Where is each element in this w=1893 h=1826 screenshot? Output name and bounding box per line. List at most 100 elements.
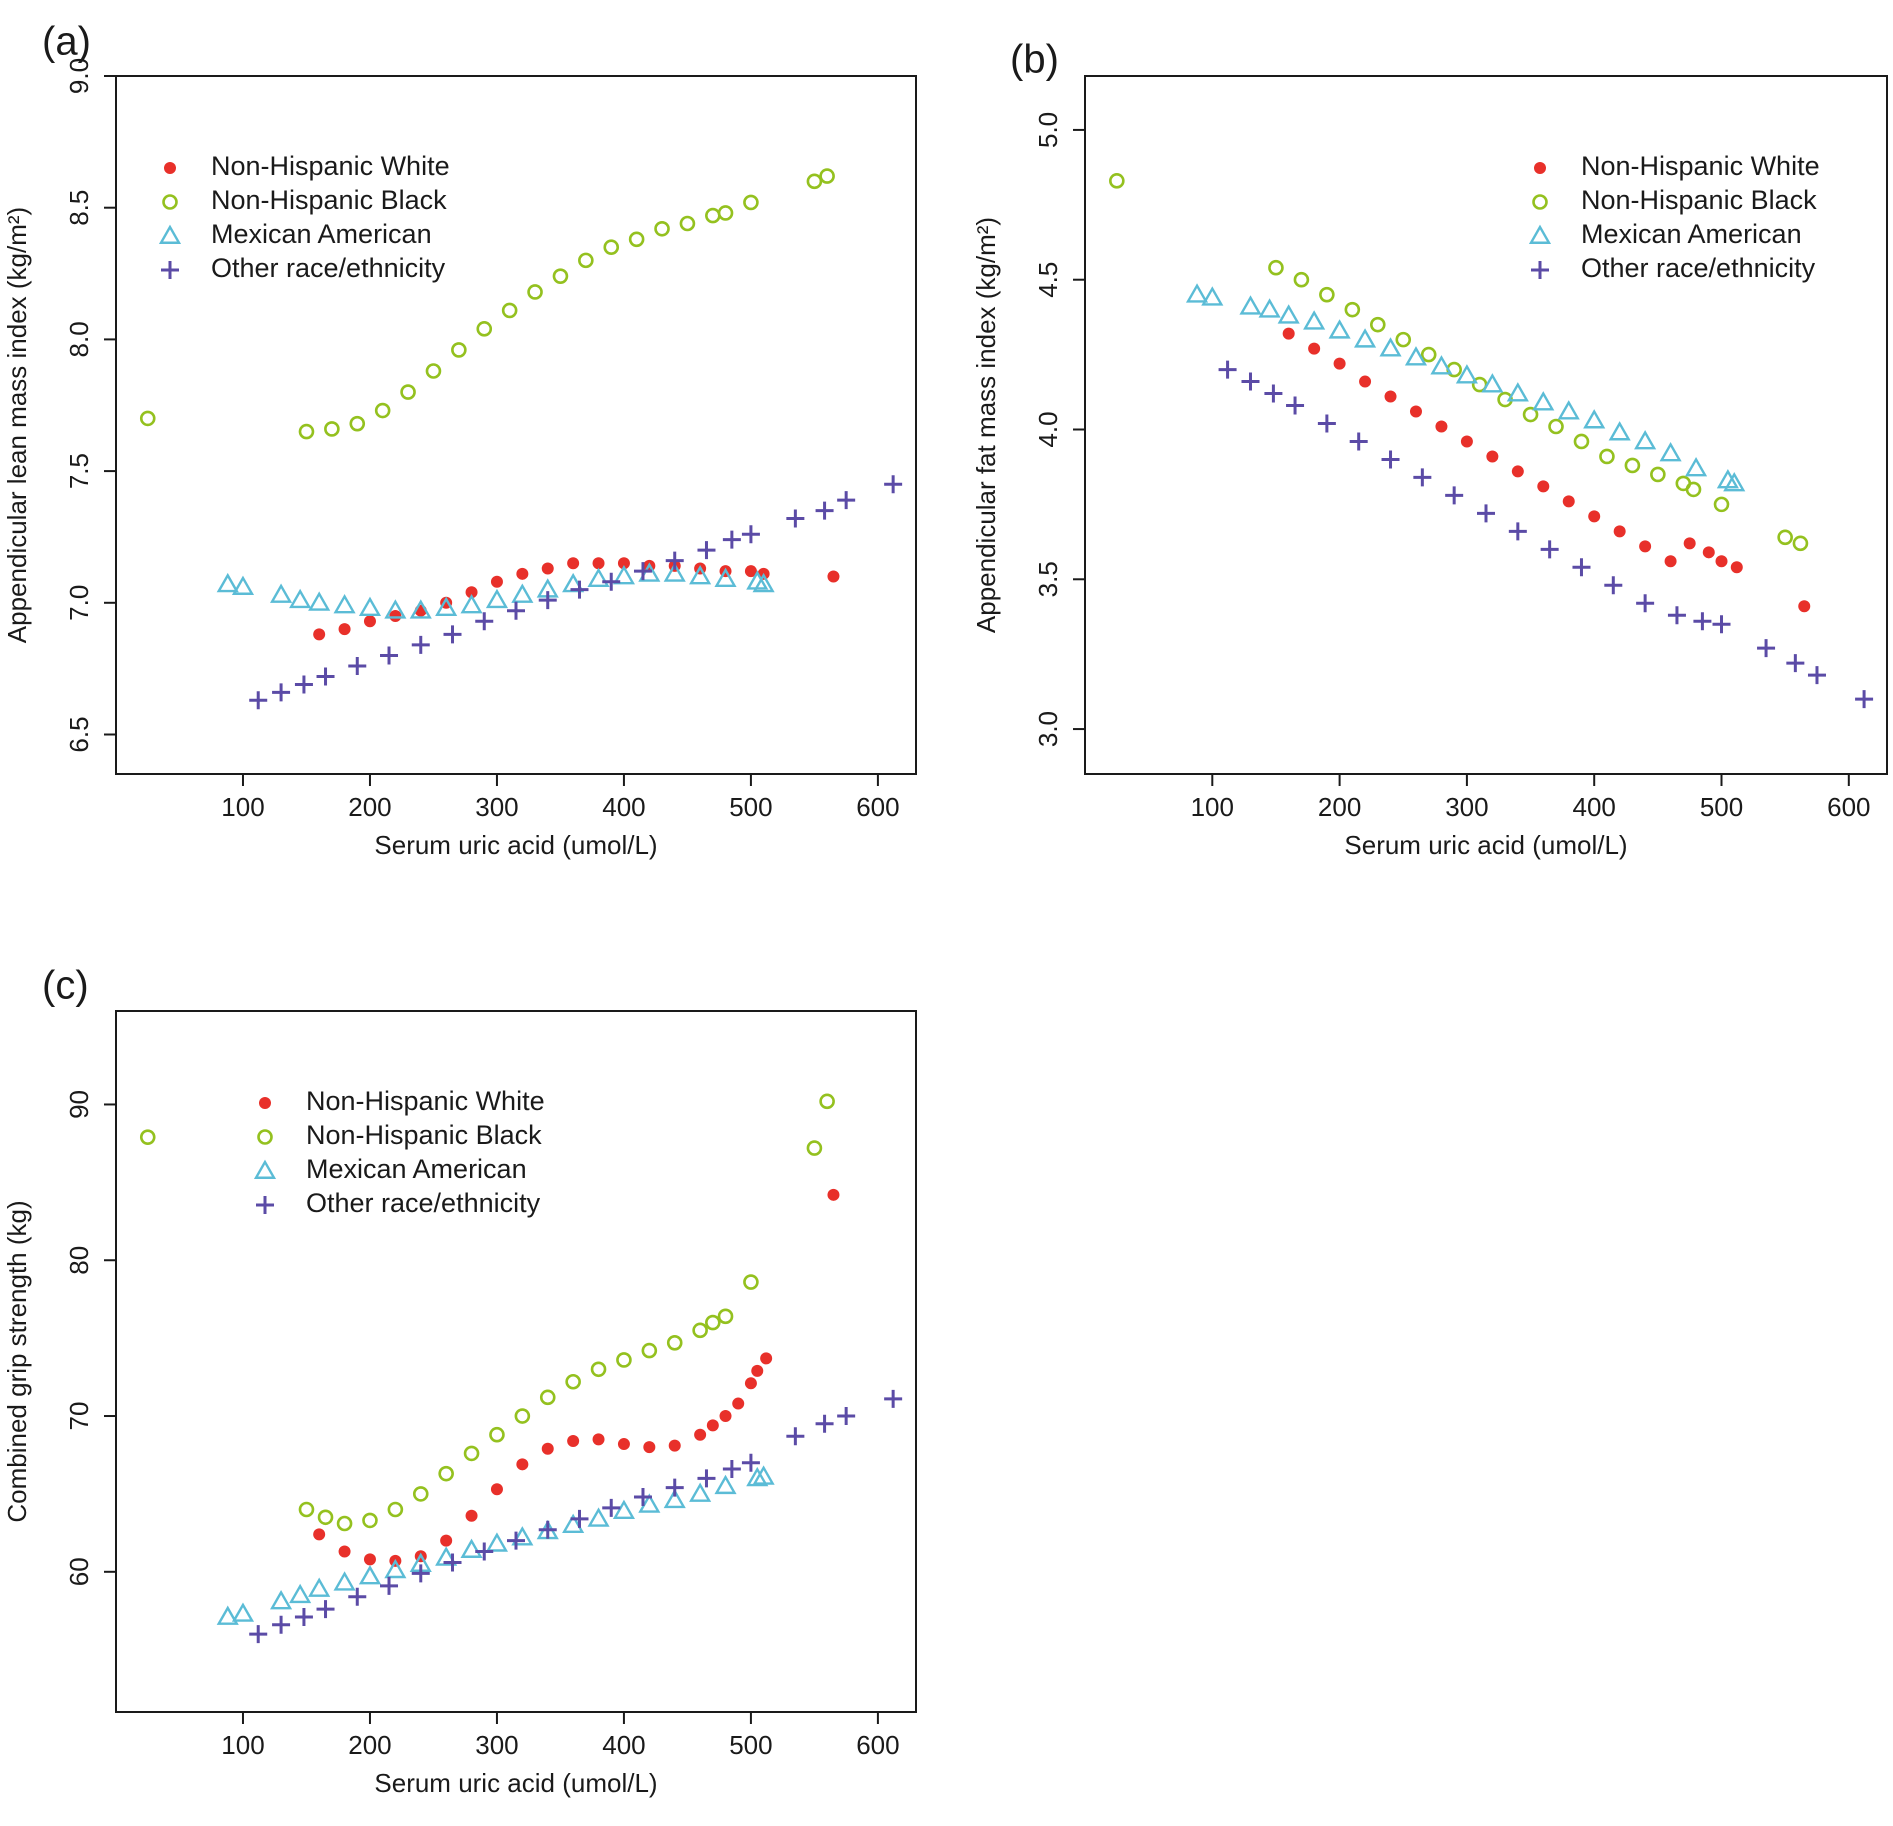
data-point-other	[1317, 414, 1336, 433]
data-point-black	[603, 239, 620, 256]
plot-frame	[115, 1010, 917, 1713]
data-point-mexican	[1481, 373, 1504, 393]
data-point-white	[592, 557, 605, 570]
data-point-mexican	[714, 567, 737, 588]
data-point-other	[1508, 522, 1527, 541]
data-point-white	[440, 1534, 453, 1547]
legend-marker-other	[256, 1196, 274, 1214]
data-point-mexican	[752, 572, 775, 593]
data-point-other	[443, 1553, 462, 1572]
data-point-other	[1477, 504, 1495, 523]
data-point-mexican	[752, 1465, 775, 1485]
data-point-black	[1548, 418, 1564, 435]
data-point-black	[336, 1515, 353, 1532]
data-point-mexican	[638, 562, 661, 582]
data-point-white	[1409, 405, 1422, 418]
y-tick-label: 7.0	[64, 585, 94, 621]
data-point-black	[666, 1335, 683, 1351]
x-tick-label: 300	[1445, 792, 1488, 822]
data-point-black	[501, 302, 518, 319]
data-point-mexican	[1557, 400, 1580, 420]
legend-label-white: Non-Hispanic White	[306, 1086, 545, 1116]
data-point-other	[786, 1427, 805, 1446]
legend-marker-black	[1532, 194, 1548, 210]
data-point-mexican	[714, 1474, 737, 1495]
data-point-black	[1268, 259, 1284, 276]
y-tick-label: 60	[64, 1557, 94, 1586]
data-point-white	[643, 1441, 656, 1454]
data-point-other	[1807, 666, 1826, 685]
data-point-black	[438, 1465, 454, 1482]
y-tick-label: 70	[64, 1402, 94, 1431]
chart-panel-2: (b) 100 200 300 400 500 600 3.0 3.5 4.0 4.5 5.0 Seru…	[971, 38, 1888, 860]
legend-marker-mexican	[1528, 224, 1552, 244]
y-tick-label: 3.5	[1033, 561, 1063, 597]
series-other	[249, 1389, 903, 1644]
data-point-black	[654, 220, 670, 237]
data-point-white	[617, 557, 630, 570]
data-point-mexican	[562, 1513, 585, 1534]
data-point-other	[1693, 612, 1712, 631]
data-point-black	[139, 1129, 156, 1145]
y-axis-title: Combined grip strength (kg)	[2, 1200, 32, 1522]
data-point-white	[516, 567, 529, 580]
data-point-white	[1384, 390, 1397, 403]
data-point-other	[475, 1542, 494, 1561]
data-point-white	[1613, 525, 1626, 538]
x-tick-label: 500	[1700, 792, 1743, 822]
legend: Non-Hispanic White Non-Hispanic Black Mexi…	[158, 151, 450, 283]
legend: Non-Hispanic White Non-Hispanic Black Mexi…	[253, 1086, 545, 1218]
data-point-white	[1435, 420, 1448, 433]
legend-marker-other	[161, 261, 179, 279]
data-point-mexican	[1723, 471, 1746, 492]
legend-label-white: Non-Hispanic White	[1581, 151, 1820, 181]
data-point-white	[1333, 357, 1346, 370]
data-point-white	[744, 565, 757, 578]
series-black	[139, 168, 835, 440]
data-point-mexican	[612, 1499, 636, 1519]
x-tick-label: 200	[348, 1730, 391, 1760]
data-point-mexican	[435, 596, 458, 617]
data-point-black	[552, 268, 569, 284]
data-point-mexican	[612, 565, 636, 585]
series-white	[1282, 327, 1811, 613]
data-point-mexican	[308, 591, 331, 611]
legend: Non-Hispanic White Non-Hispanic Black Mexi…	[1528, 151, 1820, 283]
x-tick-label: 100	[221, 1730, 264, 1760]
data-point-mexican	[746, 1466, 769, 1487]
data-point-mexican	[1379, 337, 1402, 357]
data-point-white	[465, 1509, 478, 1522]
data-point-white	[732, 1397, 745, 1410]
data-point-black	[298, 423, 315, 440]
data-point-other	[697, 1469, 716, 1488]
data-point-other	[633, 562, 652, 581]
data-point-white	[1308, 342, 1321, 355]
data-point-white	[760, 1352, 773, 1365]
data-point-other	[570, 1509, 589, 1528]
data-point-mexican	[1258, 298, 1281, 318]
data-point-black	[1420, 346, 1437, 363]
panel-tag: (a)	[42, 20, 91, 64]
panel-tag: (c)	[42, 964, 89, 1008]
data-point-mexican	[1404, 346, 1428, 366]
data-point-mexican	[1532, 391, 1555, 411]
data-point-white	[541, 1442, 554, 1455]
data-point-white	[1715, 555, 1728, 568]
data-point-mexican	[1684, 457, 1708, 477]
data-point-other	[1264, 384, 1283, 403]
data-point-black	[489, 1426, 505, 1443]
x-tick-label: 600	[856, 792, 899, 822]
data-point-black	[514, 1408, 531, 1424]
data-point-mexican	[1583, 409, 1606, 429]
data-point-other	[1855, 690, 1874, 709]
data-point-white	[1702, 546, 1715, 559]
data-point-mexican	[689, 565, 712, 585]
data-point-black	[400, 384, 416, 400]
data-point-other	[1604, 576, 1623, 595]
data-point-white	[490, 575, 503, 588]
data-point-black	[1777, 529, 1793, 546]
data-point-black	[692, 1322, 708, 1339]
data-point-black	[317, 1509, 334, 1526]
data-point-black	[1344, 301, 1361, 318]
data-point-mexican	[358, 1565, 382, 1585]
